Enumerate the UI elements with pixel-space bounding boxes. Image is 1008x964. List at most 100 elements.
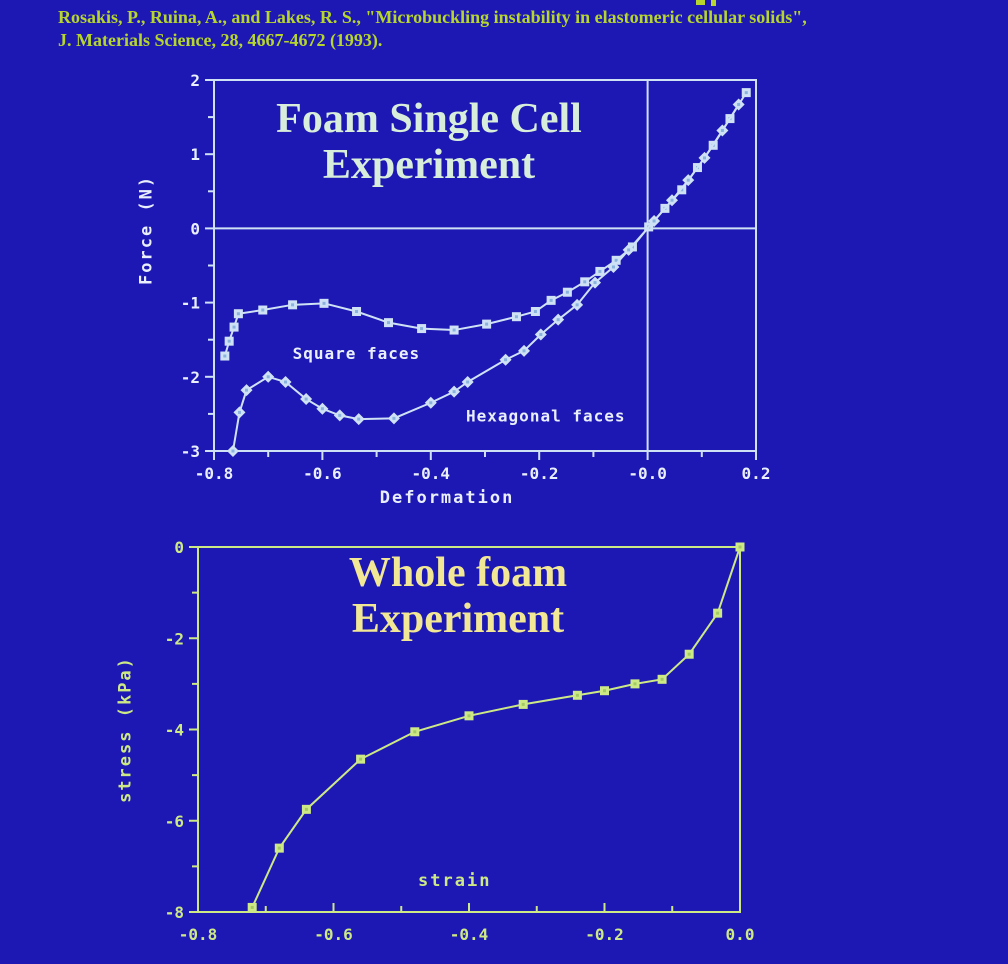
marker-center-dot [320,407,324,411]
data-point-marker [684,649,694,659]
series-label: Hexagonal faces [466,406,626,425]
marker-center-dot [227,339,231,343]
data-point-marker [571,298,584,311]
data-point-marker [682,174,695,187]
data-point-marker [424,396,437,409]
data-point-marker [708,140,718,150]
marker-center-dot [614,258,618,262]
chart-title-line: Experiment [351,596,565,642]
data-point-marker [518,344,531,357]
marker-center-dot [720,128,724,132]
x-axis-label: strain [418,871,491,891]
x-tick-label: 0.2 [742,464,771,483]
data-point-marker [622,243,635,256]
marker-center-dot [304,397,308,401]
data-point-marker [741,88,751,98]
clipped-text-fragment [696,0,705,5]
data-point-marker [226,445,239,457]
data-point-marker [716,124,729,137]
marker-center-dot [575,303,579,307]
marker-center-dot [355,310,359,314]
data-point-marker [279,375,292,388]
data-point-marker [627,242,637,252]
x-tick-label: -0.0 [628,464,667,483]
x-tick-label: 0.0 [726,925,755,944]
data-point-marker [352,413,365,426]
y-tick-label: -1 [181,294,200,313]
marker-center-dot [232,325,236,329]
data-point-marker [611,255,621,265]
data-point-marker [410,727,420,737]
chart-title-line: Whole foam [348,550,568,596]
data-point-marker [518,699,528,709]
marker-center-dot [565,290,569,294]
marker-center-dot [266,375,270,379]
marker-center-dot [603,689,606,693]
data-point-marker [595,266,605,276]
data-point-marker [301,804,311,814]
marker-center-dot [452,328,456,332]
marker-center-dot [231,449,235,453]
marker-center-dot [539,333,543,337]
data-point-marker [572,690,582,700]
y-tick-label: 0 [174,538,184,557]
marker-center-dot [744,91,748,95]
marker-center-dot [556,318,560,322]
data-point-marker [220,351,230,361]
data-point-marker [665,194,678,207]
data-point-marker [387,412,400,425]
marker-center-dot [549,298,553,302]
data-point-marker [448,385,461,398]
y-tick-label: 0 [190,219,200,238]
data-point-marker [233,406,246,419]
clipped-text-fragment [711,0,716,6]
x-tick-label: -0.2 [585,925,624,944]
y-tick-label: 1 [190,145,200,164]
marker-center-dot [575,693,579,697]
data-point-marker [319,298,329,308]
marker-center-dot [687,652,691,656]
data-point-marker [274,843,284,853]
y-axis-label: stress (kPa) [115,656,135,803]
y-tick-label: -2 [181,368,200,387]
data-point-marker [732,98,745,111]
data-point-marker [607,260,620,273]
marker-center-dot [223,354,227,358]
marker-center-dot [392,416,396,420]
data-point-marker [461,375,474,388]
marker-center-dot [695,166,699,170]
marker-center-dot [670,198,674,202]
y-tick-label: -4 [165,721,184,740]
marker-center-dot [522,349,526,353]
citation-line-1: Rosakis, P., Ruina, A., and Lakes, R. S.… [58,7,807,27]
marker-center-dot [738,545,742,549]
y-tick-label: -2 [165,629,184,648]
marker-center-dot [284,380,288,384]
marker-center-dot [703,156,707,160]
data-point-marker [449,325,459,335]
x-tick-label: -0.6 [303,464,342,483]
data-point-marker [600,686,609,696]
x-axis-label: Deformation [380,488,515,508]
data-point-marker [417,324,427,334]
y-tick-label: -8 [165,903,184,922]
marker-center-dot [357,417,361,421]
x-tick-label: -0.2 [520,464,559,483]
data-point-marker [713,608,723,618]
marker-center-dot [467,714,471,718]
data-point-marker [534,328,547,341]
data-point-marker [233,309,243,319]
data-point-marker [562,287,572,297]
marker-center-dot [338,413,342,417]
data-point-marker [229,322,239,332]
y-axis-label: Force (N) [137,175,157,285]
data-point-marker [530,307,540,317]
data-point-marker [630,679,640,689]
marker-center-dot [261,308,265,312]
marker-center-dot [680,188,684,192]
chart-title-single-cell: Foam Single Cell Experiment [214,96,644,188]
marker-center-dot [514,315,518,319]
marker-center-dot [452,390,456,394]
data-point-marker [589,276,602,289]
marker-center-dot [521,702,525,706]
